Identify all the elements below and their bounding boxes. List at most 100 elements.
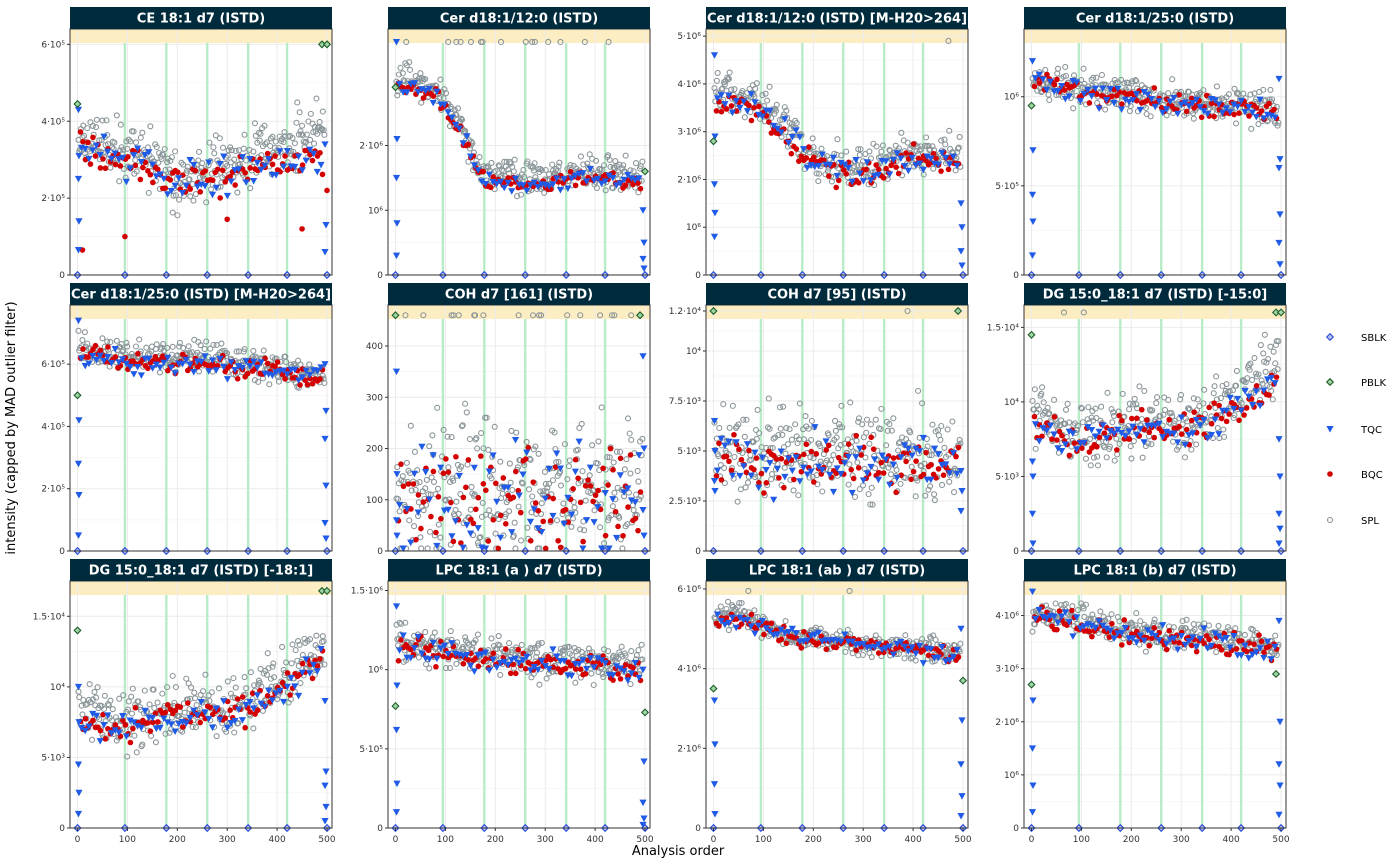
tqc-point xyxy=(886,171,894,178)
bqc-point xyxy=(542,545,549,552)
tqc-point xyxy=(265,156,273,163)
spl-point xyxy=(184,163,191,170)
x-tick-label: 400 xyxy=(269,835,286,845)
spl-point xyxy=(113,112,120,119)
spl-point xyxy=(454,105,462,112)
bqc-point xyxy=(801,451,807,458)
spl-point xyxy=(299,122,306,129)
y-tick-label: 400 xyxy=(366,342,383,352)
bqc-point xyxy=(234,375,241,382)
spl-point xyxy=(524,158,531,165)
tqc-point xyxy=(422,88,430,95)
tqc-point xyxy=(852,157,860,164)
spl-point xyxy=(855,146,862,153)
spl-point xyxy=(457,38,464,45)
bqc-point xyxy=(875,166,882,173)
bqc-point xyxy=(483,487,489,494)
tqc-point xyxy=(250,177,258,185)
tqc-point xyxy=(814,162,823,170)
spl-point xyxy=(955,144,962,151)
tqc-point xyxy=(897,155,905,163)
tqc-point xyxy=(934,161,942,168)
bqc-point xyxy=(137,176,144,183)
bqc-point xyxy=(913,458,919,464)
bqc-point xyxy=(928,461,934,468)
bqc-point xyxy=(791,476,797,483)
spl-point xyxy=(555,163,562,170)
spl-point xyxy=(321,131,328,138)
bqc-point xyxy=(1054,76,1060,83)
panel-background xyxy=(388,581,650,828)
bqc-point xyxy=(207,704,214,711)
bqc-point xyxy=(1203,92,1210,99)
tqc-point xyxy=(321,248,329,256)
tqc-point xyxy=(583,178,591,185)
tqc-point xyxy=(640,239,648,247)
tqc-point xyxy=(317,161,325,169)
bqc-point xyxy=(555,537,561,544)
tqc-point xyxy=(867,177,875,184)
tqc-point xyxy=(466,153,475,161)
bqc-point xyxy=(282,153,288,159)
y-tick-label: 5·10⁶ xyxy=(677,32,701,42)
tqc-point xyxy=(104,148,112,156)
spl-point xyxy=(195,157,202,164)
spl-point xyxy=(930,165,937,172)
spl-point xyxy=(162,166,169,174)
bqc-point xyxy=(733,108,740,114)
bqc-point xyxy=(400,483,407,490)
spl-point xyxy=(954,145,962,152)
bqc-point xyxy=(575,475,581,482)
tqc-point xyxy=(276,148,284,155)
bqc-point xyxy=(1071,440,1078,446)
bqc-point xyxy=(90,717,96,724)
tqc-point xyxy=(122,178,130,186)
spl-point xyxy=(251,120,258,127)
bqc-point xyxy=(430,93,437,99)
spl-point xyxy=(809,135,816,142)
spl-point xyxy=(448,105,455,113)
panel-8: DG 15:0_18:1 d7 (ISTD) [-15:0]05·10³10⁴1… xyxy=(987,283,1287,557)
bqc-point xyxy=(1198,114,1205,121)
bqc-point xyxy=(878,459,884,466)
spl-point xyxy=(776,116,784,124)
spl-point xyxy=(93,116,100,123)
spl-point xyxy=(176,196,183,203)
bqc-point xyxy=(527,537,534,544)
tqc-point xyxy=(130,152,138,159)
bqc-point xyxy=(547,517,554,524)
bqc-point xyxy=(77,129,84,135)
panel-5: Cer d18:1/25:0 (ISTD) [M-H20>264]02·10⁵4… xyxy=(41,283,333,557)
spl-point xyxy=(1268,96,1276,103)
spl-point xyxy=(773,101,780,108)
bqc-point xyxy=(920,471,927,478)
tqc-point xyxy=(711,209,719,217)
spl-point xyxy=(316,118,323,126)
bqc-point xyxy=(766,119,772,125)
tqc-point xyxy=(74,175,83,183)
bqc-point xyxy=(478,453,484,459)
spl-point xyxy=(280,138,287,146)
bqc-point xyxy=(299,660,306,667)
bqc-point xyxy=(502,521,509,527)
tqc-point xyxy=(957,248,965,255)
spl-point xyxy=(127,138,134,145)
bqc-point xyxy=(845,441,852,448)
spl-point xyxy=(445,38,452,45)
bqc-point xyxy=(155,166,161,173)
bqc-point xyxy=(637,185,644,192)
spl-point xyxy=(834,136,841,143)
tqc-point xyxy=(736,104,744,112)
bqc-point xyxy=(622,182,629,188)
spl-point xyxy=(295,131,302,138)
bqc-point xyxy=(728,467,735,474)
spl-point xyxy=(612,157,619,165)
spl-point xyxy=(768,114,775,121)
bqc-point xyxy=(751,105,757,111)
tqc-point xyxy=(410,80,419,87)
spl-point xyxy=(725,75,732,82)
bqc-point xyxy=(187,186,194,192)
spl-point xyxy=(137,134,144,141)
